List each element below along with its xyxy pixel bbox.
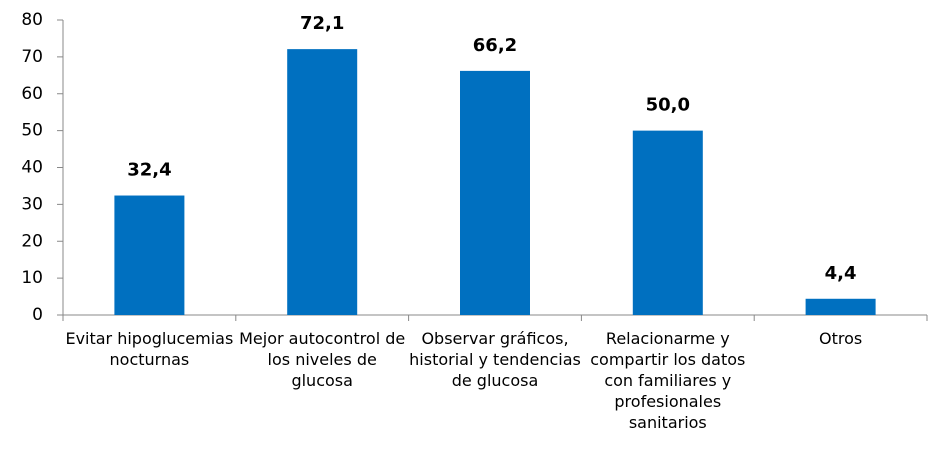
bar	[114, 195, 185, 315]
x-tick-label: Mejor autocontrol de los niveles de gluc…	[239, 329, 406, 390]
y-tick-label: 10	[21, 268, 43, 288]
y-tick-label: 50	[21, 121, 43, 141]
bar	[460, 70, 530, 315]
y-tick-label: 0	[32, 305, 43, 325]
y-tick-label: 20	[21, 231, 43, 251]
bar	[287, 49, 358, 315]
bar	[632, 130, 703, 315]
value-label: 32,4	[127, 160, 171, 181]
y-tick-label: 80	[21, 10, 43, 30]
bar	[805, 298, 876, 315]
x-tick-label: Otros	[818, 329, 863, 348]
y-tick-label: 40	[21, 158, 43, 178]
value-label: 50,0	[646, 95, 690, 116]
y-tick-label: 70	[21, 47, 43, 67]
x-tick-label: Relacionarme y compartir los datos con f…	[590, 329, 746, 432]
value-label: 72,1	[300, 13, 344, 34]
value-label: 4,4	[825, 263, 857, 284]
y-tick-label: 30	[21, 194, 43, 214]
x-tick-label: Evitar hipoglucemias nocturnas	[65, 329, 234, 369]
x-tick-label: Observar gráficos, historial y tendencia…	[409, 329, 581, 390]
value-label: 66,2	[473, 35, 517, 56]
y-tick-label: 60	[21, 84, 43, 104]
